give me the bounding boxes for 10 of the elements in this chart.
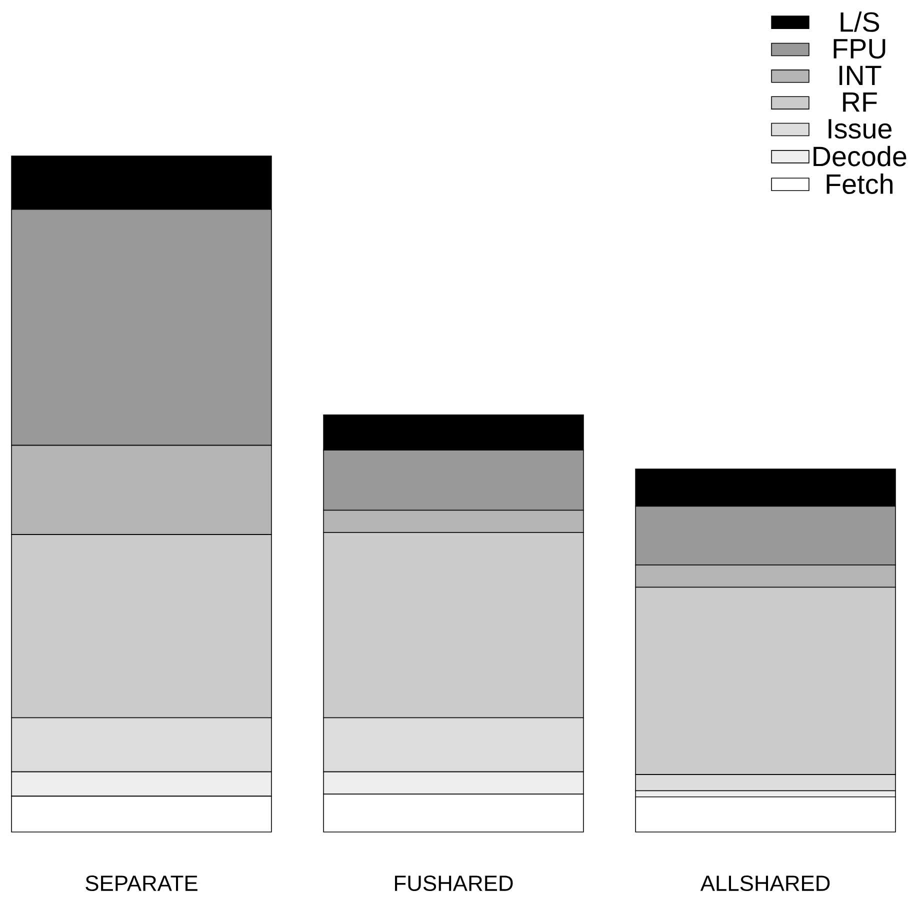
legend-label: Issue xyxy=(828,119,892,139)
legend-label: INT xyxy=(840,66,882,86)
legend-label: L/S xyxy=(840,11,880,32)
x-tick-label: ALLSHARED xyxy=(700,876,830,892)
x-tick-label: SEPARATE xyxy=(86,876,198,892)
legend-label: FPU xyxy=(834,39,886,59)
legend-label: RF xyxy=(843,92,877,112)
legend-label: Fetch xyxy=(826,174,892,194)
x-tick-label: FUSHARED xyxy=(395,876,513,892)
legend-label: Decode xyxy=(814,146,906,166)
